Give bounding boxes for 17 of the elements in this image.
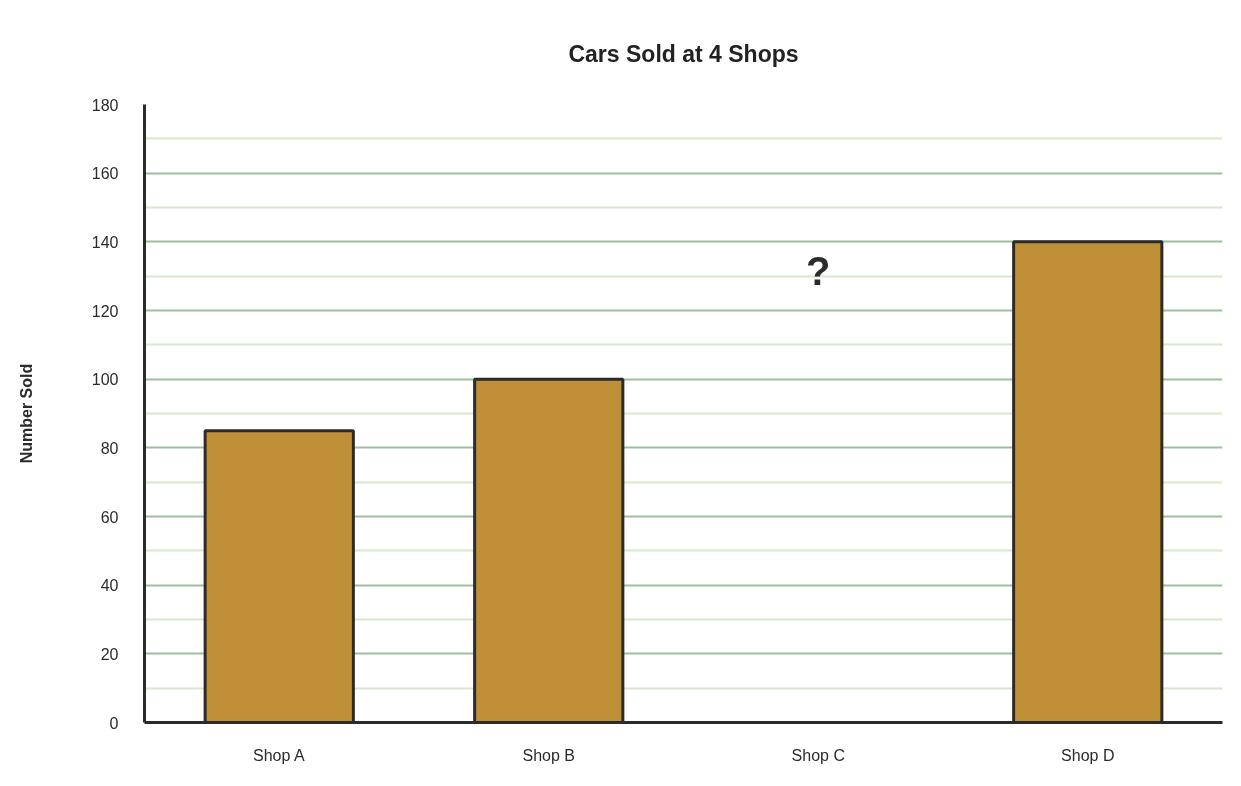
x-tick-label: Shop A bbox=[253, 746, 305, 764]
y-tick-label: 180 bbox=[91, 96, 119, 114]
y-tick-label: 20 bbox=[100, 645, 119, 663]
y-tick-label: 80 bbox=[100, 439, 119, 457]
x-tick-label: Shop B bbox=[522, 746, 575, 764]
x-tick-label: Shop C bbox=[791, 746, 845, 764]
y-tick-label: 100 bbox=[91, 371, 119, 389]
y-tick-label: 160 bbox=[91, 165, 119, 183]
y-tick-label: 0 bbox=[109, 714, 119, 732]
y-tick-label: 140 bbox=[91, 233, 119, 251]
chart-title: Cars Sold at 4 Shops bbox=[568, 40, 799, 67]
x-tick-label: Shop D bbox=[1061, 746, 1115, 764]
annotation: ? bbox=[806, 249, 831, 294]
y-tick-label: 120 bbox=[91, 302, 119, 320]
y-tick-label: 60 bbox=[100, 508, 119, 526]
y-tick-label: 40 bbox=[100, 577, 119, 595]
y-axis-title: Number Sold bbox=[17, 363, 35, 464]
